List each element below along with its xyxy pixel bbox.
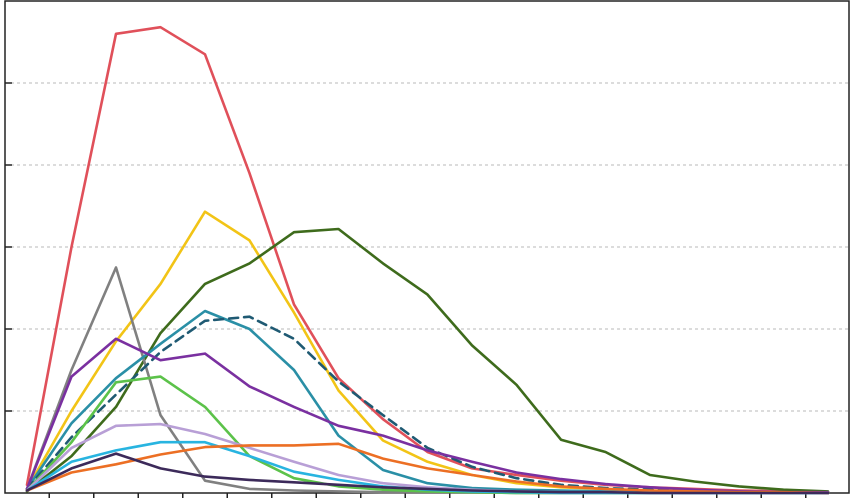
series-line-1 xyxy=(25,25,830,494)
axes xyxy=(4,0,850,498)
series-line-5 xyxy=(25,309,830,495)
series-line-3 xyxy=(25,227,830,493)
series-line-11 xyxy=(25,442,830,495)
series-line-12 xyxy=(25,452,830,495)
gridlines xyxy=(5,82,849,412)
series-line-6 xyxy=(25,315,830,495)
series-lines xyxy=(25,25,830,495)
series-line-7 xyxy=(25,337,830,494)
series-line-8 xyxy=(25,375,830,495)
